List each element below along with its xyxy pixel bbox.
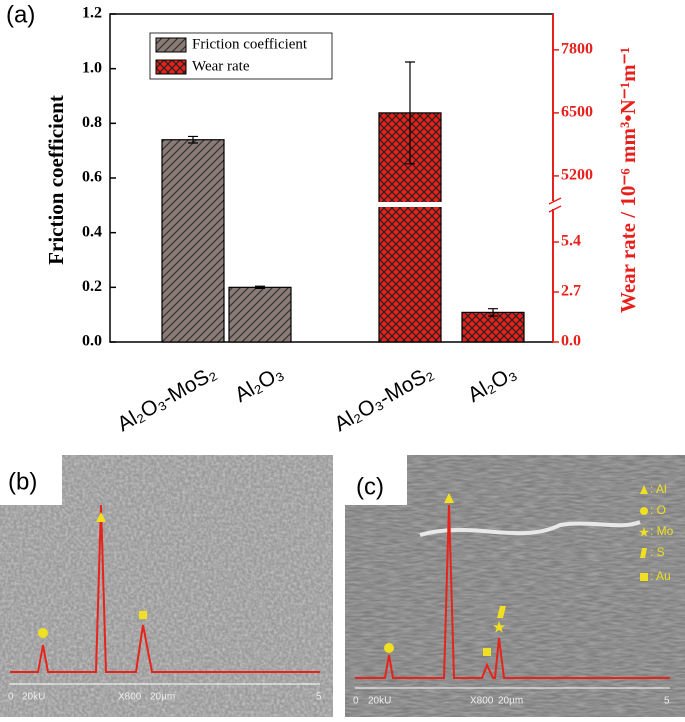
y-tick-label: 0.4	[82, 223, 102, 240]
legend-label: : Al	[650, 482, 667, 496]
axis-break	[548, 197, 562, 213]
legend-label: : Au	[650, 569, 671, 583]
legend-marker	[640, 573, 648, 581]
y2-axis-label: Wear rate / 10⁻⁶ mm³•N⁻¹m⁻¹	[616, 47, 640, 313]
bar	[161, 139, 225, 343]
marker-s	[497, 606, 506, 618]
scale-text: X800	[470, 696, 494, 707]
surface-feature	[419, 520, 641, 537]
legend-marker	[640, 485, 648, 494]
y-tick-label: 0.2	[82, 278, 102, 295]
scale-text: X800	[118, 692, 142, 703]
y-tick-label: 0.0	[82, 333, 102, 350]
scale-text: 5	[316, 692, 322, 703]
marker-au	[139, 611, 147, 619]
x-tick-label: Al₂O₃	[464, 361, 520, 407]
scale-text: 20µm	[498, 696, 523, 707]
scale-text: 5	[664, 696, 670, 707]
bar-break	[378, 202, 442, 207]
legend-label: Wear rate	[192, 58, 250, 74]
y2-tick-label: 2.7	[561, 283, 581, 300]
y-axis-label: Friction coefficient	[44, 95, 68, 265]
y2-tick-label: 7800	[561, 41, 593, 58]
eds-spectrum	[355, 504, 670, 679]
bar	[461, 311, 525, 343]
y-tick-label: 1.0	[82, 59, 102, 76]
scale-text: 0	[353, 696, 359, 707]
error-bar	[255, 285, 265, 290]
legend-label: : O	[650, 503, 666, 517]
legend-label: : Mo	[650, 524, 674, 538]
y2-tick-label: 5200	[561, 167, 593, 184]
marker-mo: ★	[492, 620, 506, 637]
scale-text: 20µm	[150, 692, 175, 703]
y-tick-label: 1.2	[82, 5, 102, 22]
x-tick-label: Al₂O₃-MoS₂	[113, 361, 220, 436]
x-tick-label: Al₂O₃-MoS₂	[330, 361, 437, 436]
y-tick-label: 0.8	[82, 114, 102, 131]
marker-al	[96, 512, 106, 522]
sem-panel-b: (b) 0 20kU X800 20µm 5	[0, 455, 333, 717]
legend-swatch	[155, 59, 187, 75]
y-tick-label: 0.6	[82, 169, 102, 186]
legend-marker	[640, 507, 648, 515]
legend-label: : S	[650, 545, 665, 559]
bar	[228, 286, 292, 343]
label-box	[345, 455, 407, 505]
error-bar	[405, 61, 415, 165]
panel-label: (c)	[356, 473, 384, 500]
y2-tick-label: 6500	[561, 104, 593, 121]
legend-marker: ★	[638, 524, 650, 539]
error-bar	[188, 135, 198, 144]
axis-break-gap	[549, 201, 563, 209]
legend-swatch	[155, 37, 187, 53]
x-tick-label: Al₂O₃	[231, 361, 287, 407]
panel-label: (a)	[6, 1, 35, 28]
legend-label: Friction coefficient	[192, 36, 308, 52]
y2-tick-label: 5.4	[561, 233, 581, 250]
scale-text: 0	[8, 692, 14, 703]
sem-panel-c: (c) ★ : Al : O ★ : Mo : S : Au 0 20kU X8…	[345, 455, 685, 717]
eds-spectrum	[10, 504, 320, 673]
marker-al	[444, 493, 454, 503]
scale-text: 20kU	[22, 692, 45, 703]
marker-o	[38, 628, 48, 638]
error-bar	[488, 308, 498, 317]
marker-o	[384, 643, 394, 653]
panel-label: (b)	[8, 468, 37, 495]
legend-marker	[640, 548, 647, 558]
y2-tick-label: 0.0	[561, 333, 581, 350]
label-box	[0, 455, 62, 505]
scale-text: 20kU	[368, 696, 391, 707]
marker-au	[483, 648, 491, 656]
